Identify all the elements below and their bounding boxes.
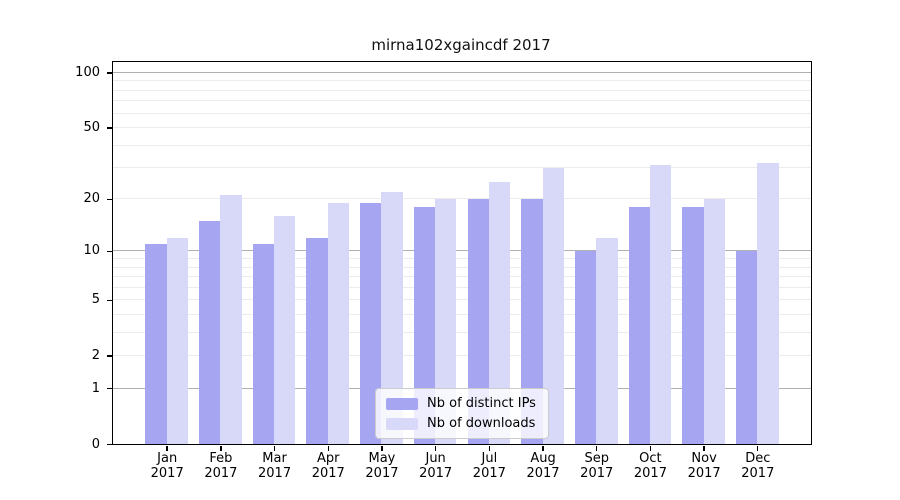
gridline-4	[113, 313, 811, 315]
y-tick-mark-0	[107, 443, 112, 446]
bar-downloads-aug	[542, 167, 564, 444]
x-tick-mark-apr	[327, 446, 329, 451]
bar-distinct-ips-oct	[628, 206, 650, 444]
bar-distinct-ips-dec	[736, 250, 758, 444]
gridline-40	[113, 144, 811, 146]
gridline-20	[113, 198, 811, 200]
x-tick-label-mar: Mar 2017	[258, 451, 292, 481]
chart-title: mirna102xgaincdf 2017	[371, 36, 551, 54]
bar-downloads-mar	[274, 215, 296, 444]
x-tick-mark-sep	[596, 446, 598, 451]
y-tick-label-20: 20	[83, 191, 100, 207]
x-tick-mark-dec	[757, 446, 759, 451]
bar-downloads-jan	[166, 237, 188, 444]
y-tick-mark-20	[107, 198, 112, 201]
bar-downloads-oct	[649, 164, 672, 444]
x-tick-label-sep: Sep 2017	[580, 451, 614, 481]
bar-distinct-ips-feb	[199, 220, 221, 444]
legend-item-downloads: Nb of downloads	[386, 416, 536, 431]
gridline-2	[113, 355, 811, 357]
x-tick-label-aug: Aug 2017	[526, 451, 560, 481]
legend-label-downloads: Nb of downloads	[427, 416, 536, 431]
legend-item-distinct-ips: Nb of distinct IPs	[386, 396, 536, 411]
bar-downloads-jun	[435, 198, 457, 444]
y-tick-label-10: 10	[83, 243, 100, 259]
bar-downloads-apr	[327, 202, 350, 444]
bar-downloads-nov	[703, 198, 725, 444]
legend: Nb of distinct IPs Nb of downloads	[375, 388, 549, 439]
x-tick-mark-jul	[488, 446, 491, 451]
x-tick-mark-oct	[649, 446, 652, 451]
bar-distinct-ips-may	[360, 202, 382, 444]
x-tick-label-dec: Dec 2017	[741, 451, 775, 481]
x-tick-label-feb: Feb 2017	[204, 451, 238, 481]
y-tick-label-5: 5	[91, 292, 100, 308]
gridline-60	[113, 112, 811, 114]
bar-distinct-ips-aug	[521, 198, 543, 444]
bar-downloads-jul	[488, 181, 511, 444]
y-tick-label-50: 50	[83, 119, 100, 135]
gridline-80	[113, 89, 811, 91]
bar-downloads-may	[381, 191, 403, 444]
x-tick-label-oct: Oct 2017	[633, 451, 667, 481]
x-tick-label-may: May 2017	[365, 451, 399, 481]
y-tick-label-0: 0	[91, 436, 100, 452]
bar-distinct-ips-mar	[252, 243, 275, 444]
gridline-7	[113, 276, 811, 278]
bar-distinct-ips-sep	[574, 250, 597, 444]
gridline-3	[113, 331, 811, 333]
x-tick-label-jun: Jun 2017	[419, 451, 453, 481]
y-tick-label-100: 100	[75, 64, 100, 80]
y-tick-label-1: 1	[91, 380, 100, 396]
x-tick-label-jul: Jul 2017	[472, 451, 506, 481]
bar-distinct-ips-jun	[413, 206, 436, 444]
x-tick-mark-jun	[434, 446, 437, 451]
bar-distinct-ips-nov	[682, 206, 704, 444]
gridline-50	[113, 126, 811, 128]
bar-downloads-feb	[220, 195, 242, 444]
y-tick-mark-50	[107, 127, 112, 129]
bar-downloads-dec	[757, 162, 779, 444]
x-tick-label-jan: Jan 2017	[150, 451, 184, 481]
gridline-5	[113, 299, 811, 301]
x-tick-mark-aug	[542, 446, 544, 451]
gridline-major-100	[113, 71, 811, 73]
y-tick-mark-5	[107, 299, 112, 301]
x-tick-mark-feb	[220, 446, 222, 451]
gridline-9	[113, 258, 811, 260]
legend-swatch-distinct-ips	[386, 397, 418, 410]
y-tick-mark-100	[107, 72, 112, 74]
gridline-30	[113, 167, 811, 169]
gridline-8	[113, 266, 811, 268]
bar-distinct-ips-apr	[306, 237, 328, 444]
gridline-6	[113, 286, 811, 288]
gridline-major-10	[113, 250, 811, 252]
x-tick-mark-mar	[273, 446, 276, 451]
gridline-90	[113, 80, 811, 82]
bar-downloads-sep	[596, 237, 618, 444]
bar-distinct-ips-jul	[467, 198, 489, 444]
x-tick-label-nov: Nov 2017	[687, 451, 721, 481]
y-tick-label-2: 2	[91, 348, 100, 364]
legend-swatch-downloads	[386, 417, 418, 430]
x-tick-label-apr: Apr 2017	[311, 451, 345, 481]
gridline-70	[113, 100, 811, 102]
x-tick-mark-nov	[703, 446, 705, 451]
y-tick-mark-1	[107, 387, 112, 390]
y-tick-mark-10	[107, 250, 112, 253]
x-tick-mark-jan	[166, 446, 168, 451]
plot-area: Nb of distinct IPs Nb of downloads	[112, 61, 812, 445]
bar-distinct-ips-jan	[145, 243, 167, 444]
x-tick-mark-may	[381, 446, 383, 451]
legend-label-distinct-ips: Nb of distinct IPs	[427, 396, 536, 411]
y-tick-mark-2	[107, 355, 112, 357]
